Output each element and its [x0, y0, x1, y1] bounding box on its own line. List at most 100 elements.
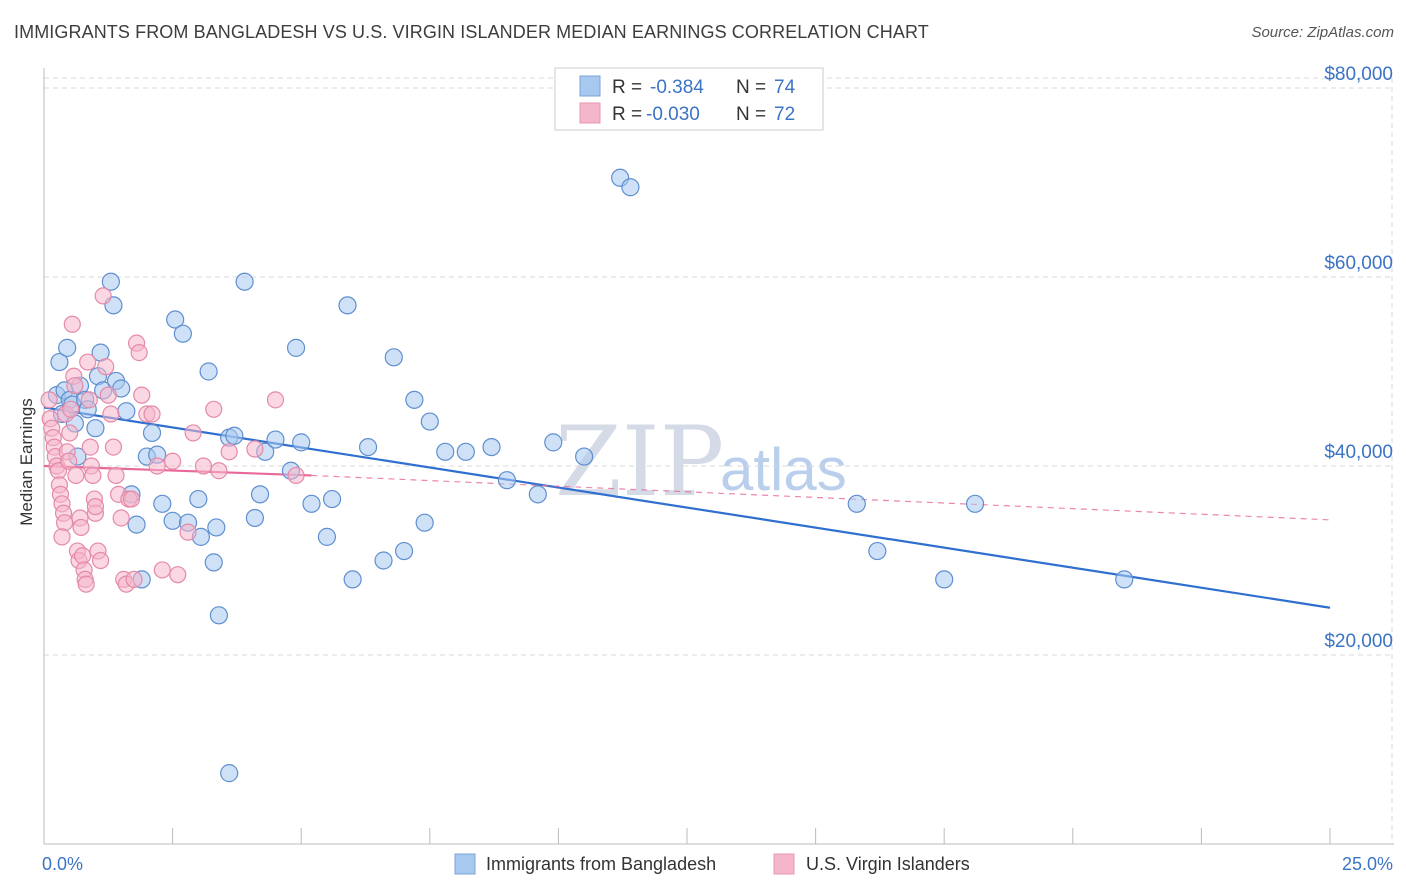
legend-r-label-virgin-islanders: R =: [612, 104, 642, 125]
point-bangladesh: [266, 430, 285, 449]
point-bangladesh: [374, 551, 393, 570]
point-virgin-islanders: [133, 386, 151, 404]
point-bangladesh: [456, 442, 475, 461]
point-bangladesh: [127, 515, 146, 534]
point-bangladesh: [173, 324, 192, 343]
source-credit: Source: ZipAtlas.com: [1251, 24, 1394, 41]
legend-n-value-virgin-islanders: 72: [774, 104, 795, 125]
point-bangladesh: [621, 178, 640, 197]
point-virgin-islanders: [102, 405, 120, 423]
point-bangladesh: [1115, 570, 1134, 589]
point-virgin-islanders: [287, 466, 305, 485]
point-bangladesh: [384, 348, 403, 367]
point-virgin-islanders: [104, 438, 123, 456]
legend-swatch-virgin-islanders: [579, 102, 601, 124]
point-bangladesh: [101, 272, 120, 291]
point-bangladesh: [575, 447, 594, 466]
point-virgin-islanders: [86, 498, 105, 516]
point-bangladesh: [209, 606, 228, 625]
point-virgin-islanders: [63, 315, 81, 333]
point-virgin-islanders: [246, 440, 264, 458]
bottom-legend-swatch-virgin-islanders: [773, 853, 795, 875]
series-legend: Immigrants from Bangladesh U.S. Virgin I…: [454, 853, 970, 875]
point-bangladesh: [207, 518, 226, 537]
legend-r-value-bangladesh: -0.384: [650, 77, 704, 98]
point-bangladesh: [235, 272, 254, 291]
point-bangladesh: [317, 527, 337, 546]
point-bangladesh: [225, 426, 244, 445]
bottom-legend-swatch-bangladesh: [454, 853, 476, 875]
point-bangladesh: [420, 412, 439, 431]
legend-r-value-virgin-islanders: -0.030: [646, 104, 700, 125]
point-virgin-islanders: [67, 466, 85, 485]
point-bangladesh: [117, 402, 136, 421]
point-bangladesh: [322, 489, 342, 509]
point-virgin-islanders: [194, 457, 213, 475]
point-virgin-islanders: [99, 386, 117, 404]
point-virgin-islanders: [153, 561, 171, 579]
point-bangladesh: [58, 338, 77, 357]
point-bangladesh: [394, 541, 414, 561]
y-tick-label: $60,000: [1324, 253, 1393, 274]
point-virgin-islanders: [266, 391, 285, 409]
point-bangladesh: [528, 485, 547, 504]
point-virgin-islanders: [84, 466, 102, 485]
legend-n-label-bangladesh: N =: [736, 77, 766, 98]
point-virgin-islanders: [73, 547, 92, 565]
point-bangladesh: [497, 471, 517, 490]
point-virgin-islanders: [205, 400, 223, 418]
point-virgin-islanders: [220, 443, 238, 461]
point-virgin-islanders: [143, 405, 161, 423]
point-bangladesh: [245, 508, 265, 528]
point-virgin-islanders: [81, 438, 99, 456]
bottom-legend-label-bangladesh: Immigrants from Bangladesh: [486, 854, 716, 874]
chart-title: IMMIGRANTS FROM BANGLADESH VS U.S. VIRGI…: [14, 22, 929, 42]
point-bangladesh: [292, 433, 311, 452]
point-virgin-islanders: [148, 457, 166, 475]
point-bangladesh: [415, 513, 434, 532]
point-bangladesh: [436, 442, 455, 461]
trend-line-bangladesh: [43, 406, 1331, 609]
legend-n-label-virgin-islanders: N =: [736, 104, 766, 125]
point-bangladesh: [935, 570, 954, 589]
y-tick-label: $80,000: [1324, 64, 1393, 85]
point-bangladesh: [50, 352, 69, 372]
point-bangladesh: [482, 438, 501, 457]
point-bangladesh: [166, 310, 185, 329]
x-tick-label: 0.0%: [42, 854, 83, 874]
point-bangladesh: [286, 338, 306, 357]
y-tick-label: $40,000: [1324, 442, 1393, 463]
y-tick-label: $20,000: [1324, 631, 1393, 652]
bottom-legend-label-virgin-islanders: U.S. Virgin Islanders: [806, 854, 970, 874]
point-virgin-islanders: [80, 391, 98, 409]
point-bangladesh: [220, 764, 239, 783]
point-virgin-islanders: [169, 566, 187, 584]
point-virgin-islanders: [179, 523, 197, 541]
point-virgin-islanders: [53, 528, 71, 546]
point-virgin-islanders: [122, 490, 141, 508]
point-bangladesh: [250, 485, 270, 504]
point-virgin-islanders: [94, 287, 112, 305]
point-virgin-islanders: [77, 575, 95, 593]
point-virgin-islanders: [60, 452, 78, 470]
point-virgin-islanders: [62, 400, 80, 418]
point-bangladesh: [204, 553, 223, 572]
point-virgin-islanders: [97, 358, 115, 376]
point-virgin-islanders: [184, 424, 202, 442]
point-virgin-islanders: [91, 551, 110, 570]
point-bangladesh: [847, 494, 866, 513]
point-bangladesh: [302, 494, 321, 513]
point-bangladesh: [163, 511, 182, 530]
point-bangladesh: [544, 433, 563, 452]
point-bangladesh: [868, 541, 887, 561]
point-bangladesh: [405, 390, 424, 409]
point-virgin-islanders: [40, 391, 58, 409]
point-bangladesh: [189, 489, 208, 509]
point-virgin-islanders: [112, 509, 130, 527]
trend-line-virgin-islanders-extension: [311, 474, 1331, 521]
point-bangladesh: [199, 362, 218, 381]
axes: $20,000 $40,000 $60,000 $80,000 0.0% 25.0%: [42, 64, 1394, 874]
legend-r-label-bangladesh: R =: [612, 77, 642, 98]
point-virgin-islanders: [55, 514, 74, 532]
